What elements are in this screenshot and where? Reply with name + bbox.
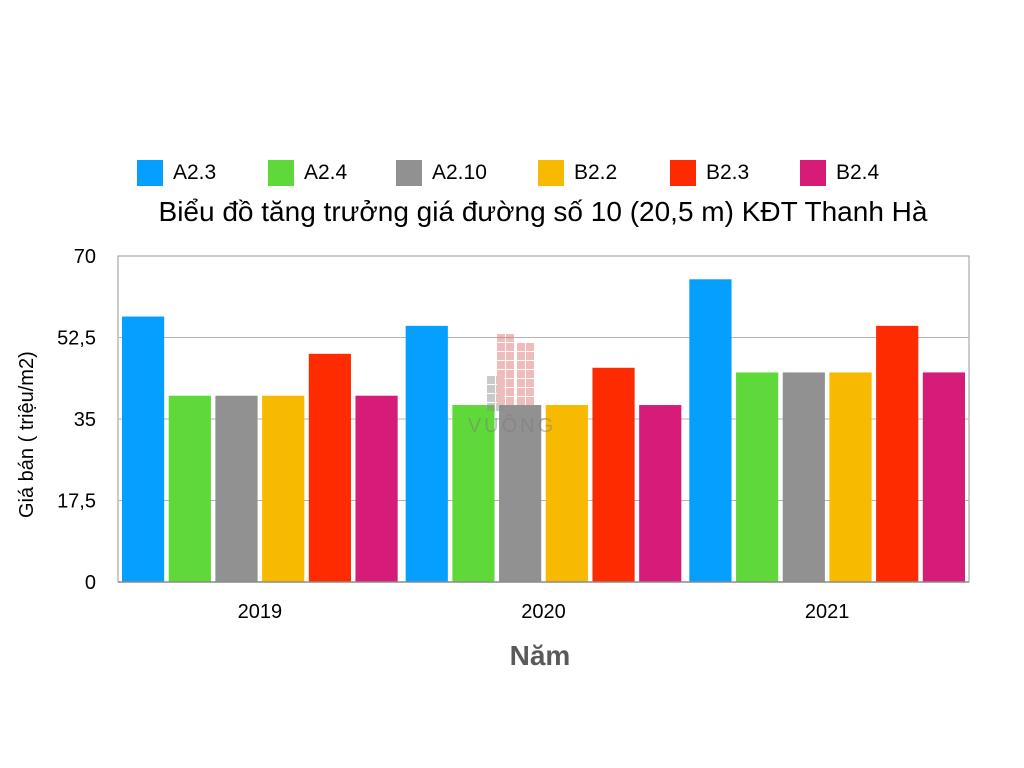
- bar: [922, 372, 965, 582]
- legend-swatch: [268, 160, 294, 186]
- legend-label: B2.4: [836, 161, 880, 184]
- legend-label: A2.4: [304, 161, 348, 184]
- legend-label: A2.10: [432, 161, 487, 184]
- y-tick-label: 0: [85, 572, 96, 594]
- y-axis-label: Giá bán ( triệu/m2): [16, 351, 38, 518]
- x-axis-label: Năm: [509, 640, 571, 671]
- legend-label: B2.3: [706, 161, 750, 184]
- x-tick-label: 2021: [805, 601, 850, 623]
- legend-swatch: [800, 160, 826, 186]
- legend-item: A2.4: [268, 158, 347, 188]
- watermark-logo: VUÔNG: [468, 334, 556, 437]
- bar: [452, 405, 495, 582]
- legend-item: A2.3: [137, 158, 216, 188]
- legend-item: B2.4: [800, 158, 879, 188]
- legend-item: B2.3: [670, 158, 749, 188]
- legend-swatch: [670, 160, 696, 186]
- legend-swatch: [538, 160, 564, 186]
- y-tick-label: 35: [74, 409, 96, 431]
- legend-item: A2.10: [396, 158, 487, 188]
- y-tick-label: 70: [74, 246, 96, 268]
- chart-title: Biểu đồ tăng trưởng giá đường số 10 (20,…: [158, 196, 928, 227]
- bar: [545, 405, 588, 582]
- bar: [876, 325, 919, 582]
- bar: [689, 279, 732, 582]
- bar: [308, 353, 351, 582]
- chart-legend: A2.3 A2.4 A2.10 B2.2 B2.3 B2.4: [0, 158, 1024, 188]
- bar: [736, 372, 779, 582]
- bar: [639, 405, 682, 582]
- bar: [262, 395, 305, 582]
- y-tick-label: 52,5: [57, 328, 96, 350]
- x-tick-label: 2020: [521, 601, 566, 623]
- legend-swatch: [396, 160, 422, 186]
- bar: [782, 372, 825, 582]
- legend-label: B2.2: [574, 161, 618, 184]
- legend-item: B2.2: [538, 158, 617, 188]
- bar: [215, 395, 258, 582]
- legend-label: A2.3: [173, 161, 217, 184]
- bar: [829, 372, 872, 582]
- watermark-text: VUÔNG: [468, 414, 556, 437]
- legend-swatch: [137, 160, 163, 186]
- bar: [122, 316, 165, 582]
- bar: [592, 367, 635, 582]
- bar: [168, 395, 211, 582]
- y-tick-label: 17,5: [57, 491, 96, 513]
- bar: [499, 405, 542, 582]
- x-tick-label: 2019: [238, 601, 283, 623]
- bar: [405, 325, 448, 582]
- bar: [355, 395, 398, 582]
